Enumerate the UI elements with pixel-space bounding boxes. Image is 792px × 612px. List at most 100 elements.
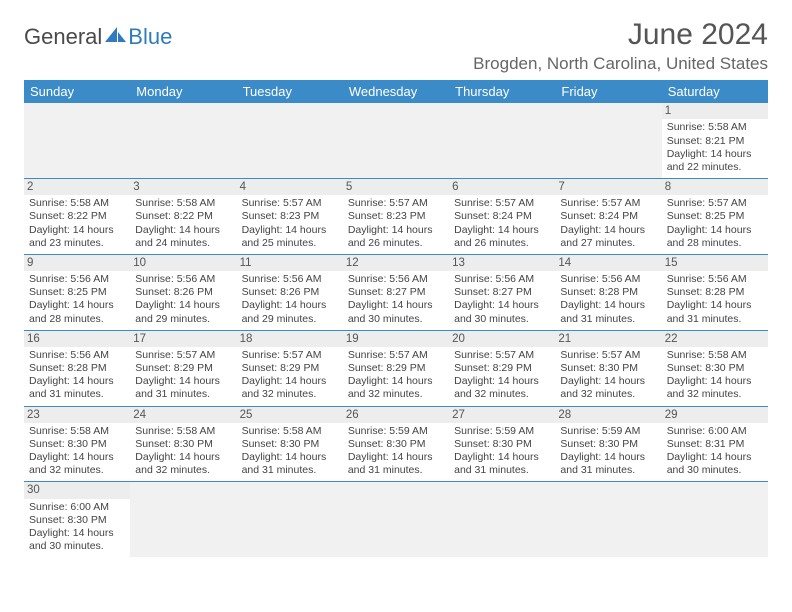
weekday-header: Monday bbox=[130, 80, 236, 103]
day-info: Sunrise: 5:56 AMSunset: 8:28 PMDaylight:… bbox=[28, 349, 126, 402]
calendar-week-row: 30Sunrise: 6:00 AMSunset: 8:30 PMDayligh… bbox=[24, 482, 768, 557]
calendar-day-cell: 10Sunrise: 5:56 AMSunset: 8:26 PMDayligh… bbox=[130, 254, 236, 330]
month-title: June 2024 bbox=[473, 18, 768, 52]
day-info: Sunrise: 5:56 AMSunset: 8:27 PMDaylight:… bbox=[347, 273, 445, 326]
sunset-text: Sunset: 8:30 PM bbox=[29, 438, 125, 451]
day-number: 21 bbox=[555, 331, 661, 347]
daylight-text: Daylight: 14 hours and 32 minutes. bbox=[348, 375, 444, 401]
calendar-week-row: 9Sunrise: 5:56 AMSunset: 8:25 PMDaylight… bbox=[24, 254, 768, 330]
day-number: 24 bbox=[130, 407, 236, 423]
sunrise-text: Sunrise: 5:56 AM bbox=[242, 273, 338, 286]
sunrise-text: Sunrise: 5:58 AM bbox=[135, 425, 231, 438]
calendar-day-cell: 9Sunrise: 5:56 AMSunset: 8:25 PMDaylight… bbox=[24, 254, 130, 330]
daylight-text: Daylight: 14 hours and 29 minutes. bbox=[135, 299, 231, 325]
sunrise-text: Sunrise: 6:00 AM bbox=[667, 425, 763, 438]
calendar-empty-cell bbox=[24, 103, 130, 178]
sunset-text: Sunset: 8:29 PM bbox=[242, 362, 338, 375]
logo: General Blue bbox=[24, 24, 172, 50]
calendar-day-cell: 26Sunrise: 5:59 AMSunset: 8:30 PMDayligh… bbox=[343, 406, 449, 482]
daylight-text: Daylight: 14 hours and 31 minutes. bbox=[667, 299, 763, 325]
calendar-week-row: 1Sunrise: 5:58 AMSunset: 8:21 PMDaylight… bbox=[24, 103, 768, 178]
day-number: 30 bbox=[24, 482, 130, 498]
day-info: Sunrise: 5:59 AMSunset: 8:30 PMDaylight:… bbox=[559, 425, 657, 478]
calendar-empty-cell bbox=[449, 103, 555, 178]
calendar-table: SundayMondayTuesdayWednesdayThursdayFrid… bbox=[24, 80, 768, 557]
sunrise-text: Sunrise: 5:56 AM bbox=[348, 273, 444, 286]
day-info: Sunrise: 5:57 AMSunset: 8:24 PMDaylight:… bbox=[453, 197, 551, 250]
day-info: Sunrise: 5:59 AMSunset: 8:30 PMDaylight:… bbox=[347, 425, 445, 478]
sunset-text: Sunset: 8:29 PM bbox=[454, 362, 550, 375]
day-number: 29 bbox=[662, 407, 768, 423]
day-number: 12 bbox=[343, 255, 449, 271]
calendar-empty-cell bbox=[343, 103, 449, 178]
day-number: 4 bbox=[237, 179, 343, 195]
calendar-day-cell: 4Sunrise: 5:57 AMSunset: 8:23 PMDaylight… bbox=[237, 178, 343, 254]
calendar-empty-cell bbox=[130, 103, 236, 178]
day-number: 14 bbox=[555, 255, 661, 271]
sunset-text: Sunset: 8:30 PM bbox=[560, 362, 656, 375]
weekday-header: Wednesday bbox=[343, 80, 449, 103]
day-info: Sunrise: 5:57 AMSunset: 8:29 PMDaylight:… bbox=[241, 349, 339, 402]
day-number: 28 bbox=[555, 407, 661, 423]
day-info: Sunrise: 5:58 AMSunset: 8:30 PMDaylight:… bbox=[241, 425, 339, 478]
sunrise-text: Sunrise: 5:57 AM bbox=[667, 197, 763, 210]
sunset-text: Sunset: 8:25 PM bbox=[667, 210, 763, 223]
day-number: 9 bbox=[24, 255, 130, 271]
sunset-text: Sunset: 8:23 PM bbox=[348, 210, 444, 223]
calendar-day-cell: 20 Sunrise: 5:57 AMSunset: 8:29 PMDayligh… bbox=[449, 330, 555, 406]
location-text: Brogden, North Carolina, United States bbox=[473, 54, 768, 74]
calendar-body: 1Sunrise: 5:58 AMSunset: 8:21 PMDaylight… bbox=[24, 103, 768, 557]
calendar-day-cell: 6Sunrise: 5:57 AMSunset: 8:24 PMDaylight… bbox=[449, 178, 555, 254]
logo-sail-icon bbox=[105, 24, 127, 50]
day-info: Sunrise: 6:00 AMSunset: 8:31 PMDaylight:… bbox=[666, 425, 764, 478]
day-number: 16 bbox=[24, 331, 130, 347]
calendar-day-cell: 24Sunrise: 5:58 AMSunset: 8:30 PMDayligh… bbox=[130, 406, 236, 482]
weekday-header: Thursday bbox=[449, 80, 555, 103]
sunrise-text: Sunrise: 5:58 AM bbox=[667, 121, 763, 134]
weekday-header: Sunday bbox=[24, 80, 130, 103]
daylight-text: Daylight: 14 hours and 31 minutes. bbox=[560, 451, 656, 477]
sunrise-text: Sunrise: 5:59 AM bbox=[560, 425, 656, 438]
calendar-week-row: 23Sunrise: 5:58 AMSunset: 8:30 PMDayligh… bbox=[24, 406, 768, 482]
daylight-text: Daylight: 14 hours and 31 minutes. bbox=[135, 375, 231, 401]
daylight-text: Daylight: 14 hours and 32 minutes. bbox=[135, 451, 231, 477]
day-info: Sunrise: 5:57 AMSunset: 8:29 PMDaylight:… bbox=[453, 349, 551, 402]
day-number: 13 bbox=[449, 255, 555, 271]
calendar-day-cell: 12 Sunrise: 5:56 AMSunset: 8:27 PMDayligh… bbox=[343, 254, 449, 330]
day-number: 11 bbox=[237, 255, 343, 271]
sunrise-text: Sunrise: 5:57 AM bbox=[242, 349, 338, 362]
day-number: 23 bbox=[24, 407, 130, 423]
daylight-text: Daylight: 14 hours and 32 minutes. bbox=[667, 375, 763, 401]
daylight-text: Daylight: 14 hours and 25 minutes. bbox=[242, 224, 338, 250]
day-info: Sunrise: 5:58 AMSunset: 8:21 PMDaylight:… bbox=[666, 121, 764, 174]
sunset-text: Sunset: 8:24 PM bbox=[454, 210, 550, 223]
daylight-text: Daylight: 14 hours and 26 minutes. bbox=[454, 224, 550, 250]
calendar-day-cell: 13Sunrise: 5:56 AMSunset: 8:27 PMDayligh… bbox=[449, 254, 555, 330]
daylight-text: Daylight: 14 hours and 31 minutes. bbox=[348, 451, 444, 477]
sunset-text: Sunset: 8:30 PM bbox=[348, 438, 444, 451]
calendar-empty-cell bbox=[343, 482, 449, 557]
sunset-text: Sunset: 8:27 PM bbox=[348, 286, 444, 299]
sunrise-text: Sunrise: 5:57 AM bbox=[348, 197, 444, 210]
calendar-day-cell: 5Sunrise: 5:57 AMSunset: 8:23 PMDaylight… bbox=[343, 178, 449, 254]
logo-text-blue: Blue bbox=[128, 24, 172, 50]
day-number: 15 bbox=[662, 255, 768, 271]
calendar-day-cell: 30Sunrise: 6:00 AMSunset: 8:30 PMDayligh… bbox=[24, 482, 130, 557]
calendar-day-cell: 3Sunrise: 5:58 AMSunset: 8:22 PMDaylight… bbox=[130, 178, 236, 254]
daylight-text: Daylight: 14 hours and 23 minutes. bbox=[29, 224, 125, 250]
sunset-text: Sunset: 8:30 PM bbox=[242, 438, 338, 451]
daylight-text: Daylight: 14 hours and 28 minutes. bbox=[29, 299, 125, 325]
calendar-day-cell: 11Sunrise: 5:56 AMSunset: 8:26 PMDayligh… bbox=[237, 254, 343, 330]
title-block: June 2024 Brogden, North Carolina, Unite… bbox=[473, 18, 768, 74]
sunset-text: Sunset: 8:22 PM bbox=[135, 210, 231, 223]
calendar-empty-cell bbox=[130, 482, 236, 557]
sunset-text: Sunset: 8:29 PM bbox=[348, 362, 444, 375]
logo-text-general: General bbox=[24, 24, 102, 50]
calendar-day-cell: 15Sunrise: 5:56 AMSunset: 8:28 PMDayligh… bbox=[662, 254, 768, 330]
calendar-empty-cell bbox=[662, 482, 768, 557]
day-number: 27 bbox=[449, 407, 555, 423]
day-number: 20 bbox=[449, 331, 555, 347]
sunrise-text: Sunrise: 5:56 AM bbox=[667, 273, 763, 286]
sunset-text: Sunset: 8:26 PM bbox=[135, 286, 231, 299]
sunrise-text: Sunrise: 5:57 AM bbox=[454, 349, 550, 362]
